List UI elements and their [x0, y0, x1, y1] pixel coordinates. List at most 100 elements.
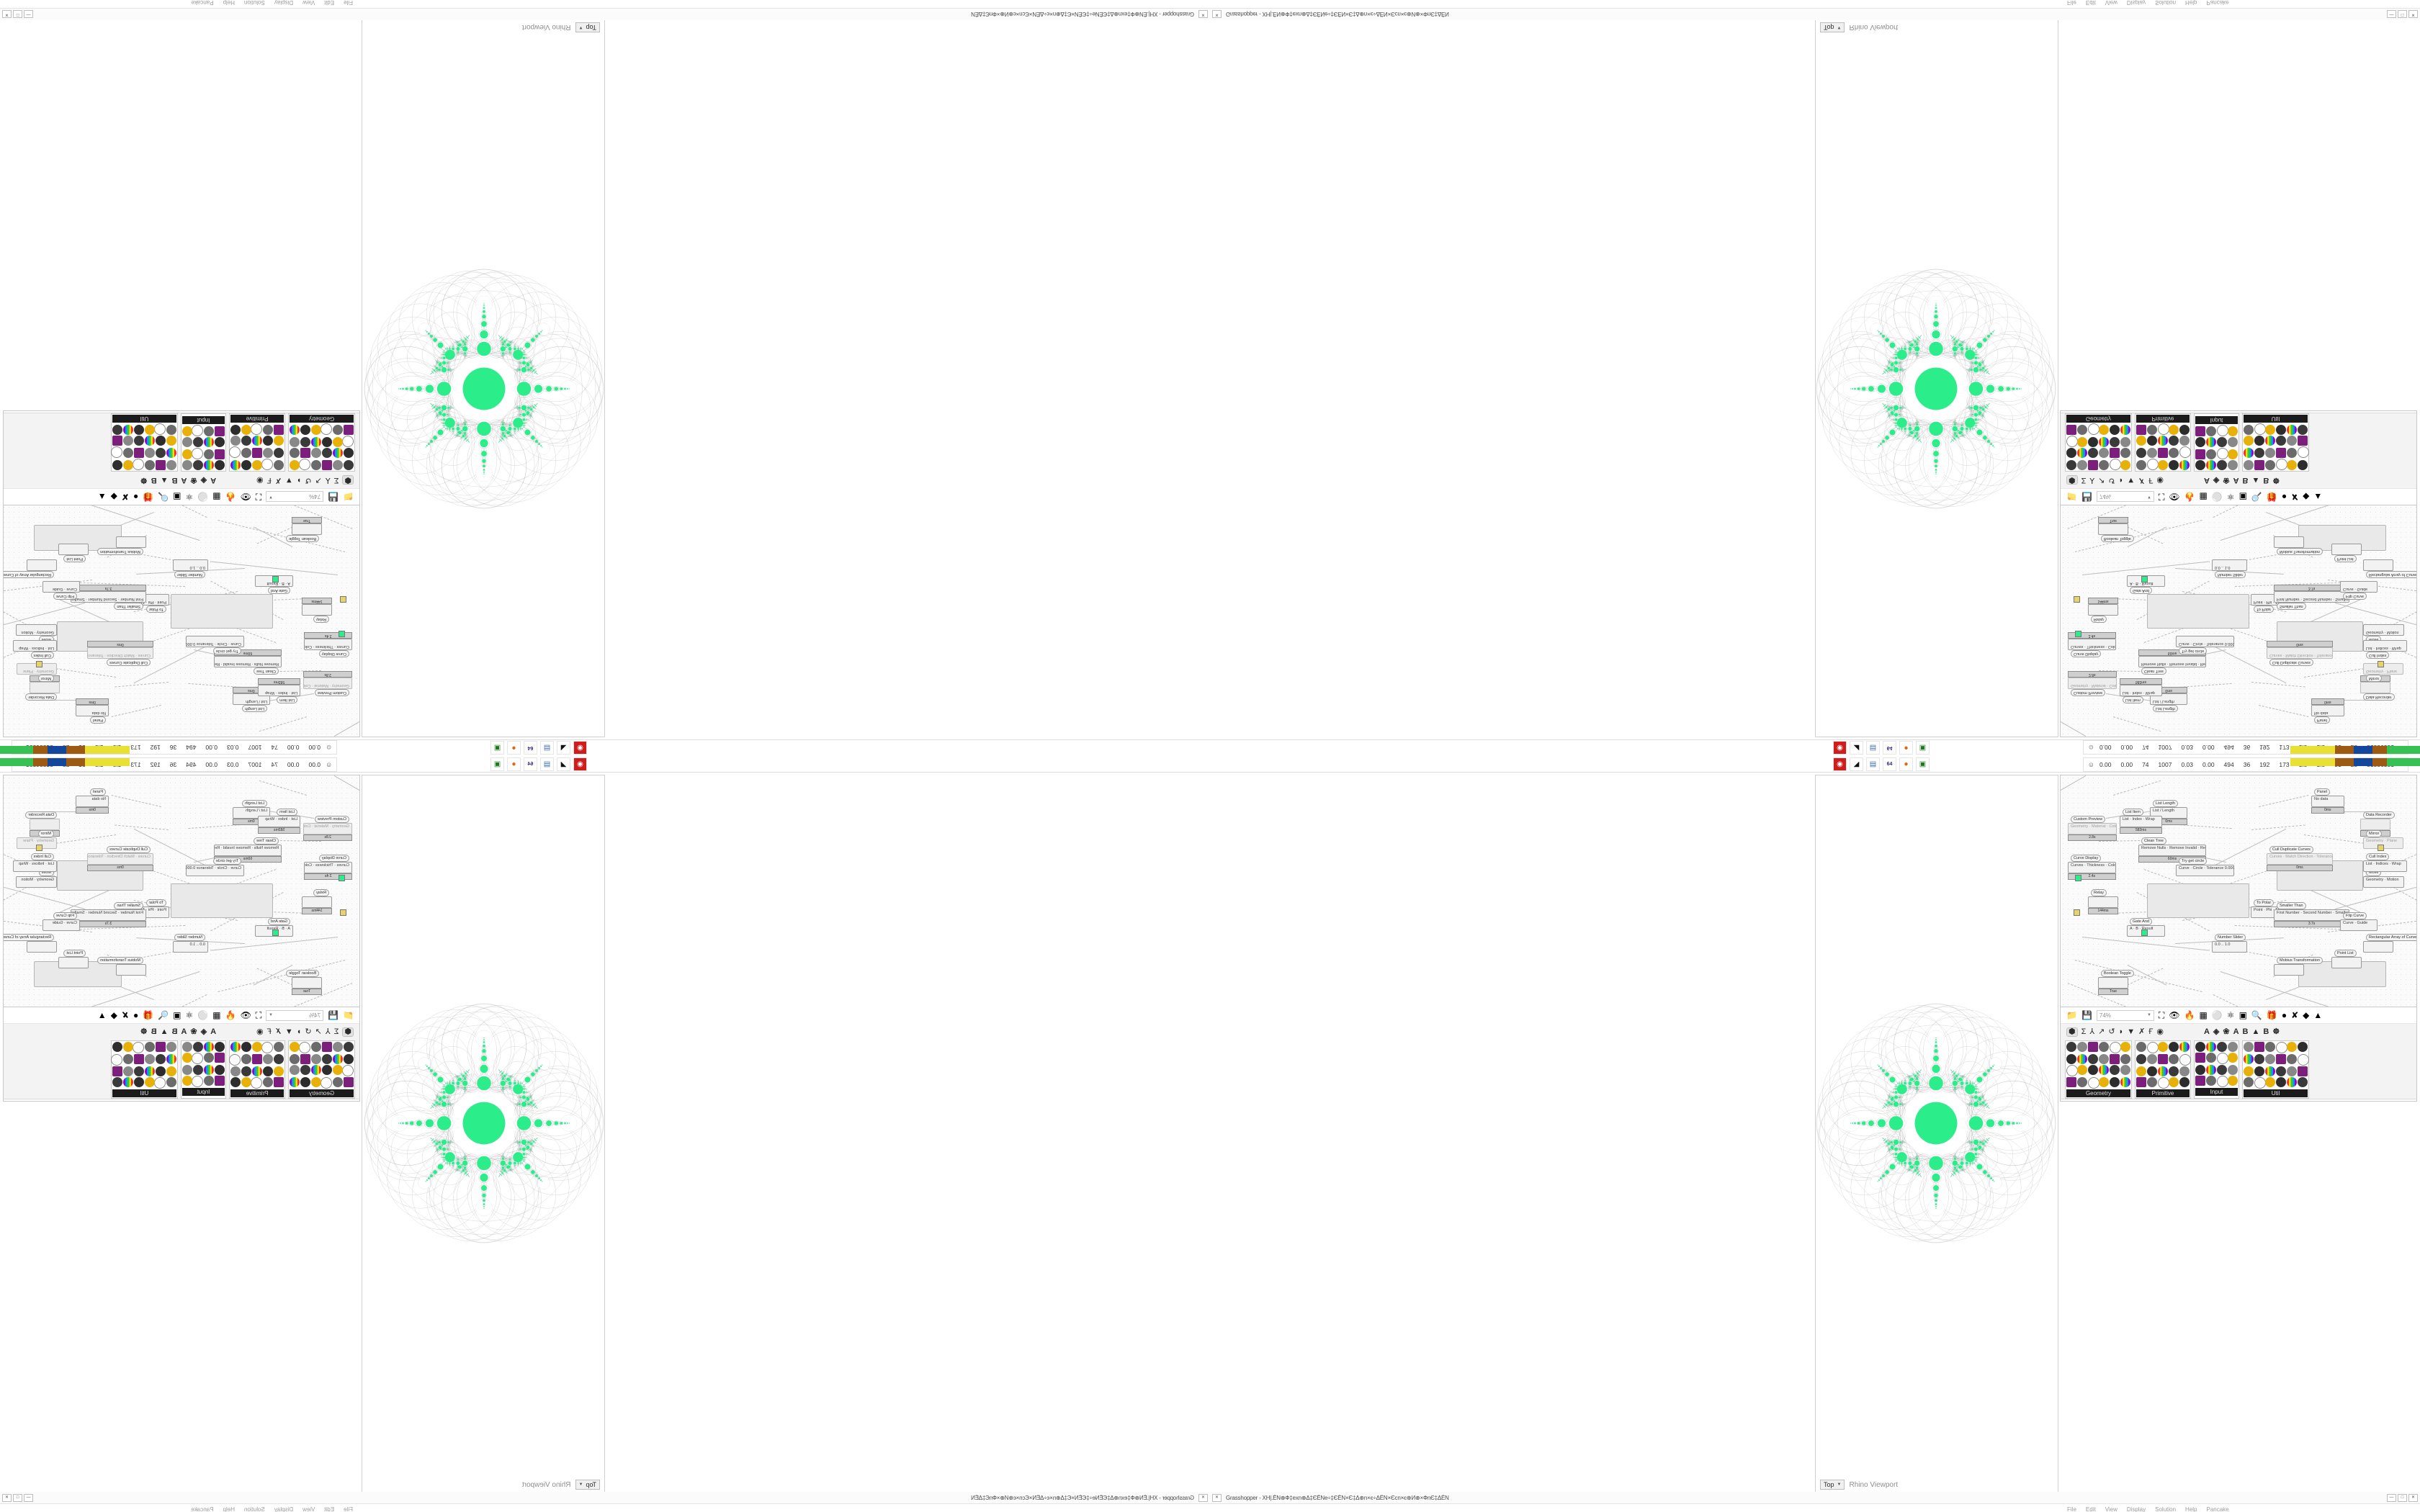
component-button[interactable]: [166, 1054, 176, 1064]
cluster-icon[interactable]: ⚪: [197, 1010, 209, 1020]
component-button[interactable]: [145, 1077, 155, 1087]
component-button[interactable]: [2099, 425, 2109, 435]
component-button[interactable]: [2088, 1042, 2098, 1052]
gh-node[interactable]: Geometry · Material · Color: [2068, 678, 2117, 689]
component-button[interactable]: [274, 436, 284, 446]
component-button[interactable]: [333, 460, 343, 470]
gha-icon[interactable]: ⚛: [185, 492, 194, 502]
component-button[interactable]: [156, 460, 166, 470]
ribbon-tool-icon-right[interactable]: A: [2203, 476, 2210, 485]
component-button[interactable]: [112, 1042, 122, 1052]
menu-item-help[interactable]: Help: [2185, 1506, 2197, 1512]
node-color-swatch[interactable]: [2141, 930, 2148, 936]
gh-node[interactable]: List · Indices · Wrap: [2363, 860, 2408, 872]
component-button[interactable]: [215, 1053, 225, 1063]
maximize-button[interactable]: □: [2398, 1493, 2407, 1502]
floppy-64-icon[interactable]: 64: [524, 741, 537, 755]
component-button[interactable]: [300, 437, 310, 447]
ribbon-tool-icon-right[interactable]: A: [2203, 1027, 2210, 1036]
package-icon[interactable]: 🎁: [143, 492, 154, 502]
component-button[interactable]: [2287, 1054, 2297, 1064]
rhino-icon[interactable]: ◢: [1850, 741, 1863, 755]
ribbon-tool-icon[interactable]: ↺: [305, 1027, 312, 1036]
ribbon-tool-icon[interactable]: ◗: [2118, 1027, 2124, 1036]
gh-node[interactable]: Curve · Guide: [2340, 581, 2378, 593]
component-button[interactable]: [2244, 425, 2254, 435]
component-button[interactable]: [2066, 1054, 2076, 1064]
ribbon-tool-icon[interactable]: ◗: [296, 476, 302, 485]
viewport-mode-dropdown[interactable]: Top ▼: [575, 22, 600, 32]
component-button[interactable]: [156, 436, 166, 446]
component-button[interactable]: [311, 1077, 321, 1087]
search-icon[interactable]: 🔍: [158, 1010, 169, 1020]
component-button[interactable]: [2099, 1065, 2109, 1075]
component-button[interactable]: [322, 448, 332, 458]
menu-item-help[interactable]: Help: [223, 0, 235, 6]
ribbon-tool-icon[interactable]: ⅄: [325, 476, 331, 485]
node-color-swatch[interactable]: [36, 845, 42, 851]
gh-node[interactable]: [2098, 523, 2128, 535]
component-button[interactable]: [182, 460, 192, 470]
component-button[interactable]: [145, 425, 155, 435]
ribbon-group-label[interactable]: Input: [2195, 416, 2238, 424]
component-button[interactable]: [300, 1065, 310, 1075]
ribbon-tool-icon-right[interactable]: B: [171, 1027, 178, 1036]
component-button[interactable]: [134, 1054, 144, 1064]
gh-node[interactable]: List · Indices · Wrap: [12, 640, 57, 652]
component-button[interactable]: [2077, 437, 2087, 447]
component-button[interactable]: [2228, 437, 2238, 447]
component-button[interactable]: [111, 1054, 122, 1066]
component-button[interactable]: [2120, 1077, 2130, 1087]
node-color-swatch[interactable]: [2074, 909, 2080, 916]
calculator-icon[interactable]: ▤: [540, 757, 554, 771]
component-button[interactable]: [252, 1054, 262, 1064]
component-button[interactable]: [252, 460, 262, 470]
gh-node[interactable]: Remove Nulls · Remove Invalid · Remove E…: [213, 656, 282, 667]
node-color-swatch[interactable]: [340, 909, 346, 916]
component-button[interactable]: [112, 1066, 122, 1076]
menu-item-display[interactable]: Display: [274, 0, 294, 6]
component-button[interactable]: [2158, 436, 2168, 446]
ribbon-group[interactable]: Util: [2242, 413, 2309, 472]
ribbon-tool-icon-right[interactable]: ◈: [200, 476, 207, 485]
profiler-icon[interactable]: ▦: [212, 492, 221, 502]
component-button[interactable]: [241, 1042, 251, 1052]
grasshopper-menubar[interactable]: File Edit View Display Solution Help Pancake: [0, 1505, 360, 1512]
gh-node[interactable]: [30, 819, 60, 830]
ribbon-tool-icon-right[interactable]: B: [2242, 476, 2249, 485]
ribbon-tool-icon[interactable]: ▼: [2127, 1027, 2136, 1036]
ribbon-group[interactable]: Primitive: [229, 1040, 285, 1099]
gh-node[interactable]: 0.0 .. 1.0: [173, 941, 208, 953]
close-button-2[interactable]: ✕: [2408, 1493, 2418, 1502]
component-button[interactable]: [2110, 425, 2120, 435]
component-button[interactable]: [2254, 1042, 2264, 1052]
firefox-icon[interactable]: ●: [507, 757, 521, 771]
cluster-icon[interactable]: ⚪: [197, 492, 209, 502]
close-button-2[interactable]: ✕: [2, 10, 12, 19]
component-button[interactable]: [2120, 460, 2130, 470]
component-button[interactable]: [2158, 1042, 2168, 1052]
component-button[interactable]: [2066, 1077, 2076, 1087]
calculator-icon[interactable]: ▤: [1866, 757, 1880, 771]
extra-icon-2[interactable]: ▲: [97, 1010, 107, 1020]
component-button[interactable]: [2169, 460, 2179, 470]
component-button[interactable]: [274, 460, 284, 470]
component-button[interactable]: [2099, 1077, 2109, 1087]
floppy-64-icon[interactable]: 64: [1883, 757, 1896, 771]
component-button[interactable]: [123, 436, 133, 446]
save-disk-icon[interactable]: 💾: [328, 1010, 339, 1020]
component-button[interactable]: [154, 423, 166, 435]
component-button[interactable]: [2088, 1054, 2098, 1064]
component-button[interactable]: [2244, 1066, 2254, 1076]
component-button[interactable]: [2217, 1042, 2227, 1052]
ribbon-group-label[interactable]: Util: [112, 415, 176, 423]
extra-icon-2[interactable]: ▲: [2313, 492, 2323, 502]
component-button[interactable]: [182, 1053, 192, 1063]
component-button[interactable]: [193, 1042, 203, 1052]
component-button[interactable]: [2217, 437, 2227, 447]
component-button[interactable]: [2276, 1077, 2286, 1087]
component-button[interactable]: [2206, 1076, 2216, 1086]
component-button[interactable]: [322, 460, 332, 470]
component-button[interactable]: [2088, 460, 2098, 470]
component-button[interactable]: [2147, 1066, 2157, 1076]
